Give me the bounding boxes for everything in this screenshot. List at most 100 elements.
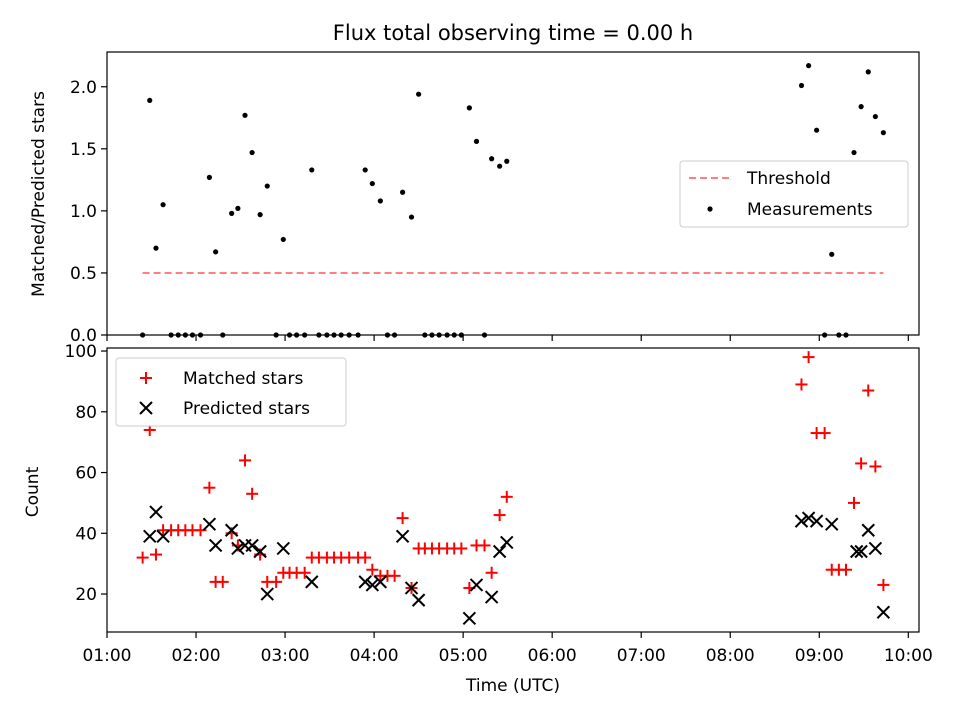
top-plot-frame xyxy=(106,51,920,336)
measurement-point xyxy=(257,212,263,218)
predicted-star-point xyxy=(245,538,259,553)
predicted-star-point xyxy=(825,517,839,531)
measurement-point xyxy=(242,112,248,118)
predicted-star-point xyxy=(876,605,891,619)
matched-star-point xyxy=(869,460,882,473)
bottom-x-tick-label: 04:00 xyxy=(350,646,399,666)
bottom-plot-frame xyxy=(106,347,920,633)
x-axis-label: Time (UTC) xyxy=(465,676,560,696)
measurement-point xyxy=(309,167,315,173)
matched-star-point xyxy=(366,563,379,576)
matched-star-point xyxy=(485,566,498,579)
predicted-star-point xyxy=(801,511,816,525)
predicted-star-point xyxy=(156,529,170,544)
measurement-point xyxy=(206,174,212,180)
matched-star-point xyxy=(203,481,216,494)
measurement-point xyxy=(851,149,857,156)
legend-measurements-label: Measurements xyxy=(747,200,873,220)
matched-star-point xyxy=(818,427,831,440)
measurement-point xyxy=(160,202,166,208)
measurement-point xyxy=(147,97,153,104)
bottom-y-ticks: 20 40 60 80 100 xyxy=(65,342,107,605)
matched-star-point xyxy=(396,512,409,525)
measurement-point xyxy=(229,210,235,216)
predicted-star-point xyxy=(411,593,426,607)
legend-predicted-swatch xyxy=(139,401,153,415)
predicted-star-point xyxy=(861,523,875,537)
bottom-legend-box xyxy=(115,357,347,427)
legend-measurements-swatch xyxy=(707,206,713,212)
top-legend-box xyxy=(679,160,909,228)
predicted-star-point xyxy=(462,611,477,626)
matched-star-point xyxy=(239,454,252,467)
matched-star-point xyxy=(298,566,311,579)
measurement-point xyxy=(408,214,415,220)
top-y-tick-label: 2.0 xyxy=(70,78,97,98)
bottom-y-tick-label: 100 xyxy=(65,342,97,362)
measurement-point xyxy=(858,104,864,110)
legend-x-marker xyxy=(139,401,153,415)
predicted-star-point xyxy=(854,544,868,559)
top-y-tick-label: 0.0 xyxy=(70,326,97,346)
matched-star-point xyxy=(270,575,283,588)
predicted-star-point xyxy=(469,578,484,592)
predicted-star-point xyxy=(500,535,514,550)
predicted-star-point xyxy=(365,578,380,592)
legend-plus-marker xyxy=(140,372,152,384)
top-panel: 0.00.51.01.52.0 Matched/Predicted stars … xyxy=(29,51,920,346)
legend-threshold-label: Threshold xyxy=(746,169,831,189)
matched-star-point xyxy=(839,563,852,576)
matched-star-point xyxy=(478,539,491,552)
measurement-point xyxy=(473,138,480,144)
legend-predicted-label: Predicted stars xyxy=(183,399,310,419)
matched-star-point xyxy=(855,457,868,470)
measurement-point xyxy=(805,63,812,69)
matched-star-point xyxy=(388,569,401,582)
predicted-star-point xyxy=(849,544,864,559)
top-y-tick-label: 0.5 xyxy=(70,264,97,284)
measurement-point xyxy=(814,127,820,133)
predicted-star-point xyxy=(809,514,824,528)
bottom-y-tick-label: 40 xyxy=(75,524,97,544)
bottom-x-tick-label: 06:00 xyxy=(528,646,577,666)
matched-star-point xyxy=(802,351,815,364)
matched-star-point xyxy=(455,542,468,555)
bottom-x-tick-label: 09:00 xyxy=(795,646,844,666)
matched-star-point xyxy=(149,548,162,561)
matched-star-point xyxy=(795,378,808,391)
bottom-y-axis-label: Count xyxy=(23,466,43,517)
matched-star-point xyxy=(136,551,149,564)
measurement-point xyxy=(362,167,368,173)
legend-matched-swatch xyxy=(140,372,152,384)
bottom-x-tick-label: 07:00 xyxy=(617,646,666,666)
predicted-star-point xyxy=(395,529,410,544)
matched-star-point xyxy=(862,384,875,397)
measurement-point xyxy=(872,113,878,120)
bottom-panel: 20 40 60 80 100 01:00 02:00 03:00 04:00 05:00 06:… xyxy=(23,342,933,696)
measurement-point xyxy=(249,149,255,156)
predicted-star-point xyxy=(868,541,883,556)
chart-title: Flux total observing time = 0.00 h xyxy=(333,21,693,45)
measurement-point xyxy=(264,183,270,189)
predicted-star-point xyxy=(231,541,245,556)
measurement-point xyxy=(489,156,495,162)
predicted-star-point xyxy=(224,523,239,537)
top-y-ticks: 0.0 0.5 1.0 1.5 2.0 xyxy=(70,78,107,346)
predicted-star-point xyxy=(208,538,223,553)
bottom-x-ticks: 01:00 02:00 03:00 04:00 05:00 06:00 07:00 08:00… xyxy=(83,632,933,666)
matched-star-point xyxy=(848,496,861,509)
measurement-point xyxy=(416,91,422,97)
bottom-x-tick-label: 05:00 xyxy=(439,646,488,666)
measurement-point xyxy=(235,205,241,211)
top-y-tick-label: 1.0 xyxy=(70,202,97,222)
top-x-ticks xyxy=(106,335,909,341)
measurement-point xyxy=(497,163,503,169)
matched-star-point xyxy=(359,551,372,564)
bottom-y-tick-label: 60 xyxy=(75,464,97,484)
measurement-point xyxy=(377,198,383,204)
bottom-x-tick-label: 01:00 xyxy=(83,646,132,666)
measurement-point xyxy=(865,69,871,75)
predicted-star-point xyxy=(276,541,290,556)
bottom-x-tick-label: 02:00 xyxy=(172,646,221,666)
predicted-star-point xyxy=(202,517,217,531)
